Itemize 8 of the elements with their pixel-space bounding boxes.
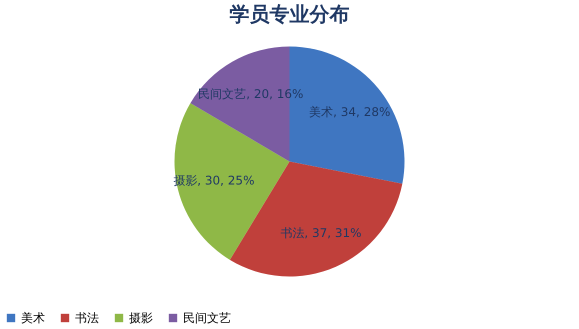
legend-label: 美术 bbox=[21, 311, 45, 325]
legend-label: 民间文艺 bbox=[183, 311, 231, 325]
pie-slice bbox=[230, 162, 402, 276]
legend-label: 摄影 bbox=[129, 311, 153, 325]
data-label: 美术, 34, 28% bbox=[309, 104, 390, 119]
data-label: 书法, 37, 31% bbox=[280, 226, 362, 240]
chart-title: 学员专业分布 bbox=[230, 2, 350, 26]
legend-label: 书法 bbox=[75, 311, 99, 325]
